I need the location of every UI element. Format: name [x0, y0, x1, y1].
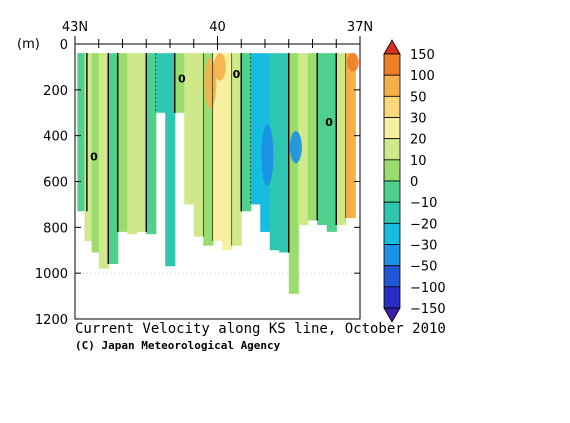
velocity-column	[336, 53, 347, 226]
colorbar-segment	[383, 265, 401, 288]
velocity-column	[91, 53, 102, 253]
velocity-column	[326, 53, 337, 232]
colorbar-label: −50	[410, 260, 437, 275]
y-tick-label: 1200	[35, 313, 68, 328]
velocity-column	[155, 53, 166, 113]
velocity-column	[288, 53, 299, 294]
colorbar-segment	[383, 222, 401, 245]
velocity-column	[117, 53, 128, 232]
colorbar-segment	[383, 244, 401, 267]
colorbar-segment	[383, 180, 401, 203]
contour-label: 0	[233, 68, 241, 81]
colorbar-label: 20	[410, 133, 427, 148]
colorbar-segment	[383, 159, 401, 182]
colorbar-segment	[383, 74, 401, 97]
velocity-column	[298, 53, 309, 226]
velocity-column	[241, 53, 252, 212]
colorbar-segment	[383, 201, 401, 224]
y-tick-label: 1000	[35, 267, 68, 282]
colorbar-label: −150	[410, 302, 446, 317]
velocity-column	[174, 53, 185, 113]
velocity-column	[317, 53, 328, 226]
colorbar-label: −100	[410, 281, 446, 296]
colorbar-label: 150	[410, 48, 435, 63]
colorbar-segment	[383, 286, 401, 309]
colorbar-label: 50	[410, 90, 427, 105]
colorbar-label: 100	[410, 69, 435, 84]
colorbar-label: −20	[410, 217, 437, 232]
colorbar-bottom-triangle	[383, 307, 401, 323]
axes: 43N 40 37N 0 200 400 600 800 1000 1200	[35, 20, 373, 328]
colorbar-label: 10	[410, 154, 427, 169]
velocity-column	[345, 53, 356, 219]
y-tick-label: 800	[43, 221, 68, 236]
colorbar-segment	[383, 95, 401, 118]
y-tick-label: 400	[43, 130, 68, 145]
y-axis-label: (m)	[17, 37, 40, 52]
contour-label: 0	[325, 116, 333, 129]
velocity-column	[222, 53, 233, 251]
contour-label: 0	[90, 150, 98, 163]
colorbar-top-triangle	[383, 39, 401, 55]
contour-lines: 0 0 0 0	[86, 53, 347, 264]
colorbar-segment	[383, 117, 401, 140]
velocity-column	[136, 53, 147, 232]
plot-area	[75, 44, 360, 319]
colorbar-label: −30	[410, 239, 437, 254]
velocity-column	[231, 53, 242, 246]
velocity-column	[98, 53, 109, 269]
colorbar-segment	[383, 53, 401, 76]
contour-label: 0	[178, 72, 186, 85]
x-tick-label: 40	[209, 20, 226, 35]
velocity-column	[127, 53, 138, 235]
velocity-feature	[346, 53, 359, 72]
velocity-column	[184, 53, 195, 205]
y-tick-label: 600	[43, 176, 68, 191]
velocity-column	[269, 53, 280, 251]
velocity-column	[146, 53, 157, 235]
velocity-feature	[213, 53, 226, 81]
velocity-column	[165, 53, 176, 267]
x-tick-label: 37N	[347, 20, 373, 35]
velocity-column	[193, 53, 204, 237]
colorbar-segment	[383, 138, 401, 161]
velocity-feature	[289, 131, 302, 164]
velocity-column	[203, 53, 214, 246]
y-tick-label: 0	[60, 38, 68, 53]
credit-text: (C) Japan Meteorological Agency	[75, 339, 281, 352]
velocity-column	[250, 53, 261, 205]
chart-title: Current Velocity along KS line, October …	[75, 321, 446, 337]
colorbar-label: 0	[410, 175, 418, 190]
x-tick-label: 43N	[62, 20, 88, 35]
y-tick-label: 200	[43, 84, 68, 99]
velocity-column	[307, 53, 318, 221]
velocity-feature	[204, 57, 217, 109]
velocity-column	[108, 53, 119, 264]
velocity-feature	[261, 124, 274, 187]
velocity-column	[77, 53, 88, 212]
velocity-column	[279, 53, 290, 253]
colorbar-label: 30	[410, 112, 427, 127]
velocity-column	[84, 53, 95, 242]
velocity-column	[212, 53, 223, 242]
colorbar-label: −10	[410, 196, 437, 211]
